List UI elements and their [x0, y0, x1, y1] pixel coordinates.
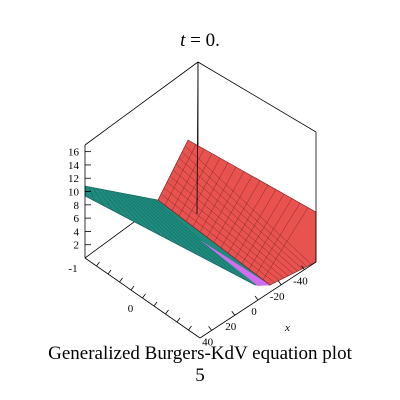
surface-mesh-line: [178, 157, 303, 270]
surface-mesh-line: [178, 153, 213, 217]
surface-mesh-line: [141, 196, 218, 266]
surface-mesh-line: [101, 188, 123, 216]
surface-mesh-line: [172, 169, 294, 274]
surface-mesh-line: [97, 188, 114, 211]
surface-mesh-line: [227, 184, 269, 254]
surface-mesh-line: [117, 192, 161, 236]
z-tick-label: 2: [74, 240, 80, 252]
surface-mesh-line: [109, 190, 142, 226]
y-tick-mark: [107, 269, 112, 275]
surface-mesh-line: [125, 193, 180, 246]
surface-mesh-line: [255, 202, 301, 275]
x-tick-label: -40: [293, 276, 308, 288]
title-variable: t: [180, 30, 186, 51]
x-tick-mark: [208, 326, 212, 331]
box-edge: [196, 61, 199, 215]
surface-mesh-line: [145, 197, 227, 271]
y-tick-label: -1: [68, 263, 77, 275]
surface-mesh-line: [137, 195, 208, 261]
z-tick-label: 10: [68, 187, 80, 199]
z-tick-label: 12: [68, 173, 79, 185]
surface-mesh-line: [206, 171, 245, 238]
surface-mesh-line: [160, 193, 275, 283]
surface-mesh-line: [241, 193, 285, 264]
plot-title: t = 0.: [0, 30, 400, 52]
surface-mesh-line: [163, 187, 280, 281]
z-tick-label: 16: [68, 147, 80, 159]
surface-mesh-line: [185, 157, 221, 222]
surface-edge-band: [200, 240, 270, 286]
y-tick-mark: [142, 293, 146, 299]
surface-mesh-line: [262, 207, 309, 280]
box-edge: [84, 61, 199, 146]
y-tick-mark: [188, 325, 192, 331]
x-tick-mark: [277, 280, 282, 286]
figure-caption: Generalized Burgers-KdV equation plot 5: [0, 343, 400, 387]
y-tick-mark: [153, 301, 158, 307]
y-tick-mark: [176, 317, 181, 323]
x-tick-label: 40: [202, 336, 214, 348]
title-value: = 0.: [185, 30, 220, 51]
x-tick-mark: [254, 295, 259, 301]
x-tick-mark: [301, 265, 305, 270]
y-tick-mark: [130, 285, 135, 291]
x-tick-label: 20: [225, 321, 237, 333]
surface-mesh-line: [234, 189, 277, 259]
surface-mesh-line: [164, 144, 197, 206]
caption-line-1: Generalized Burgers-KdV equation plot: [48, 343, 352, 364]
surface-mesh-line: [92, 187, 105, 206]
surface-mesh-line: [129, 194, 190, 251]
y-tick-mark: [119, 277, 123, 283]
surface-mesh-line: [113, 191, 152, 231]
surface-mesh-line: [199, 166, 237, 232]
surface-mesh-line: [248, 198, 293, 270]
surface-mesh-line: [181, 151, 307, 267]
x-tick-mark: [231, 310, 236, 316]
y-tick-label: 0: [128, 303, 134, 315]
surface-mesh-line: [175, 163, 298, 272]
surface-mesh-line: [171, 148, 205, 211]
z-tick-label: 8: [74, 200, 80, 212]
z-tick-label: 6: [74, 213, 80, 225]
x-axis-label: x: [284, 322, 290, 334]
z-tick-label: 14: [68, 160, 80, 172]
surface-mesh-line: [220, 180, 261, 248]
surface: [84, 139, 317, 286]
caption-line-2: 5: [195, 365, 205, 386]
surface-mesh-line: [166, 181, 284, 279]
surface-mesh-line: [88, 186, 95, 202]
surface-mesh-line: [121, 192, 171, 241]
y-tick-mark: [96, 261, 100, 267]
y-tick-mark: [165, 309, 169, 315]
surface-mesh-line: [213, 175, 253, 243]
box-edge: [197, 61, 317, 133]
surface-mesh-line: [169, 175, 289, 276]
x-tick-label: -20: [270, 291, 285, 303]
surface-mesh-line: [149, 198, 237, 276]
surface-mesh-line: [105, 189, 133, 221]
z-tick-label: 4: [74, 226, 80, 238]
surface-mesh-line: [153, 199, 246, 281]
x-tick-label: 0: [251, 306, 257, 318]
surface-mesh-line: [184, 145, 312, 265]
surface-mesh-line: [133, 195, 199, 256]
